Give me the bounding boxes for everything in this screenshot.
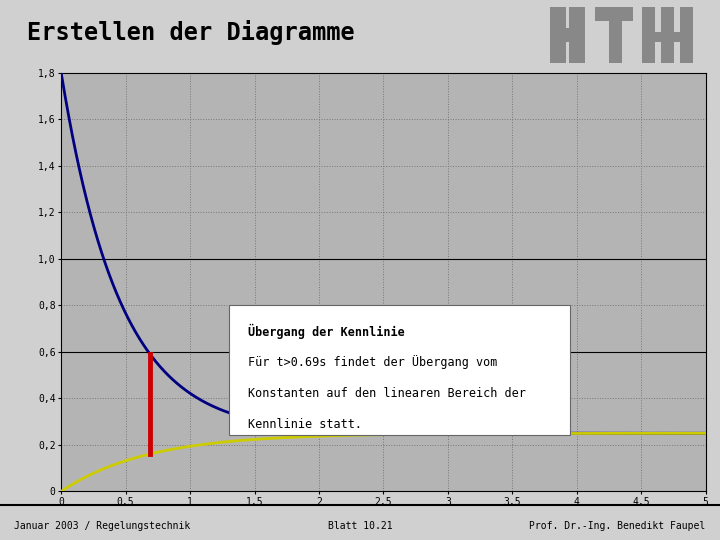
- Text: Für t>0.69s findet der Übergang vom: Für t>0.69s findet der Übergang vom: [248, 355, 498, 369]
- Bar: [642, 32, 661, 42]
- Bar: [609, 7, 621, 63]
- Text: Erstellen der Diagramme: Erstellen der Diagramme: [27, 20, 355, 45]
- Bar: [550, 28, 585, 42]
- Text: Übergang der Kennlinie: Übergang der Kennlinie: [248, 324, 405, 339]
- Text: Kennlinie statt.: Kennlinie statt.: [248, 418, 362, 431]
- Bar: [661, 7, 674, 63]
- Text: Januar 2003 / Regelungstechnik: Januar 2003 / Regelungstechnik: [14, 521, 191, 531]
- FancyBboxPatch shape: [229, 305, 570, 435]
- Bar: [550, 7, 566, 63]
- Bar: [570, 7, 585, 63]
- Text: Prof. Dr.-Ing. Benedikt Faupel: Prof. Dr.-Ing. Benedikt Faupel: [529, 521, 706, 531]
- Bar: [661, 32, 693, 42]
- Text: Blatt 10.21: Blatt 10.21: [328, 521, 392, 531]
- Text: Konstanten auf den linearen Bereich der: Konstanten auf den linearen Bereich der: [248, 387, 526, 400]
- Bar: [642, 7, 655, 63]
- Bar: [680, 7, 693, 63]
- Bar: [595, 7, 633, 21]
